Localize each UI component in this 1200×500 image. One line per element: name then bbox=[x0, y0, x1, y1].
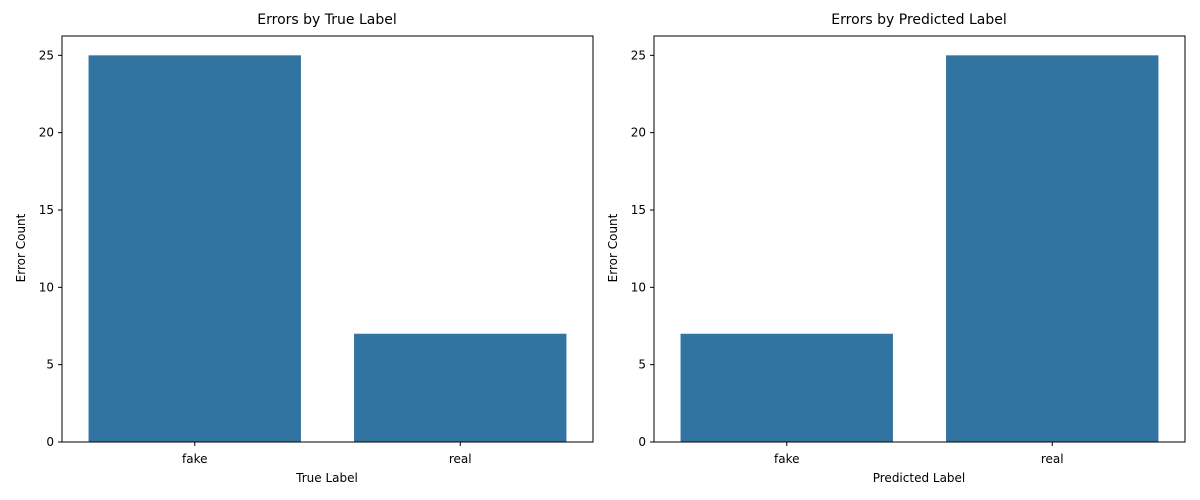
y-axis-label: Error Count bbox=[606, 213, 620, 282]
y-tick-label: 15 bbox=[631, 203, 646, 217]
chart-title: Errors by Predicted Label bbox=[831, 12, 1006, 28]
bar-real bbox=[946, 55, 1159, 442]
x-tick-label: real bbox=[449, 452, 472, 466]
y-axis-label: Error Count bbox=[14, 213, 28, 282]
chart-errors-by-predicted-label: Errors by Predicted Label Predicted Labe… bbox=[606, 12, 1186, 485]
x-axis-label: True Label bbox=[295, 471, 358, 485]
y-tick-label: 0 bbox=[638, 435, 646, 449]
y-tick-label: 20 bbox=[631, 126, 646, 140]
plot-area: 0 5 10 15 20 25 fake real bbox=[39, 35, 594, 466]
y-tick-label: 20 bbox=[39, 126, 54, 140]
y-tick-label: 25 bbox=[631, 48, 646, 62]
x-tick-label: fake bbox=[182, 452, 207, 466]
y-tick-label: 0 bbox=[46, 435, 54, 449]
x-axis-label: Predicted Label bbox=[873, 471, 966, 485]
bar-real bbox=[354, 333, 567, 442]
x-tick-label: real bbox=[1041, 452, 1064, 466]
chart-title: Errors by True Label bbox=[257, 12, 396, 28]
y-tick-label: 10 bbox=[631, 280, 646, 294]
y-tick-label: 25 bbox=[39, 48, 54, 62]
chart-errors-by-true-label: Errors by True Label True Label Error Co… bbox=[14, 12, 594, 485]
bar-fake bbox=[88, 55, 301, 442]
plot-area: 0 5 10 15 20 25 fake real bbox=[631, 35, 1186, 466]
axes-frame bbox=[653, 35, 1186, 443]
bar-fake bbox=[680, 333, 893, 442]
axes-frame bbox=[61, 35, 594, 443]
x-tick-label: fake bbox=[774, 452, 799, 466]
y-tick-label: 5 bbox=[638, 358, 646, 372]
y-tick-label: 10 bbox=[39, 280, 54, 294]
y-tick-label: 15 bbox=[39, 203, 54, 217]
y-tick-label: 5 bbox=[46, 358, 54, 372]
